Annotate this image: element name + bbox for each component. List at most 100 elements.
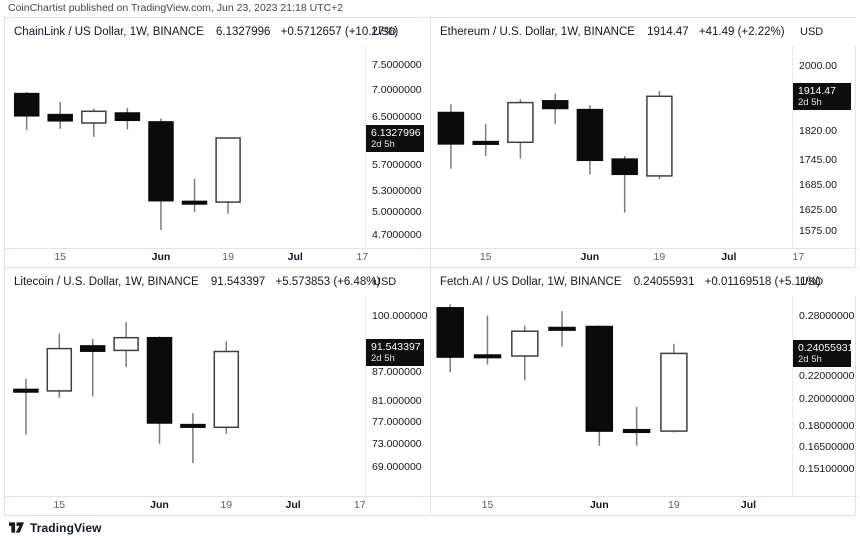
price-tick-label: 1685.00	[799, 178, 837, 191]
price-tick-label: 0.16500000	[799, 441, 855, 454]
plot-area-ethereum	[431, 46, 793, 248]
candle-body-down	[148, 121, 174, 202]
price-axis: 0.28000000 0.22000000 0.20000000 0.18000000…	[793, 296, 857, 496]
symbol-title: ChainLink / US Dollar, 1W, BINANCE	[14, 26, 204, 38]
candle-body-down	[114, 112, 141, 122]
price-tick-label: 0.18000000	[799, 419, 855, 432]
badge-price: 6.1327996	[371, 127, 421, 139]
last-price: 0.24055931	[633, 276, 695, 288]
badge-countdown: 2d 5h	[798, 97, 822, 109]
time-axis-label: 15	[481, 499, 494, 511]
symbol-title: Litecoin / U.S. Dollar, 1W, BINANCE	[14, 276, 199, 288]
time-axis-label: Jul	[285, 499, 301, 511]
time-axis-label: 19	[222, 251, 234, 263]
price-tick-label: 4.7000000	[372, 228, 422, 241]
price-tick-label: 1745.00	[799, 154, 837, 167]
price-tick-label: 87.000000	[372, 366, 422, 379]
candlestick-canvas	[437, 91, 673, 213]
price-change: +0.01169518 (+5.11%)	[704, 276, 821, 288]
candlestick-canvas	[13, 92, 241, 230]
price-tick-label: 0.20000000	[799, 393, 855, 406]
last-price: 91.543397	[210, 276, 266, 288]
currency-label: USD	[800, 26, 824, 38]
time-axis-label: 19	[653, 251, 666, 263]
candle-body-down	[473, 354, 502, 359]
candle-body-up	[46, 347, 73, 392]
candle-body-down	[13, 388, 39, 393]
currency-label: USD	[373, 26, 397, 38]
last-price: 1914.47	[647, 26, 689, 38]
candle-body-down	[146, 336, 173, 424]
price-tick-label: 73.000000	[372, 437, 422, 450]
time-axis-label: 17	[792, 251, 805, 263]
time-axis-label: Jun	[580, 251, 600, 263]
chart-panel-fetchai: Fetch.AI / US Dollar, 1W, BINANCE 0.2405…	[431, 268, 857, 515]
price-badge: 0.24055931 2d 5h	[793, 340, 853, 368]
price-tick-label: 0.15100000	[799, 463, 855, 476]
price-tick-label: 6.5000000	[372, 110, 422, 123]
footer-brand[interactable]: TradingView	[30, 520, 102, 535]
price-tick-label: 1625.00	[799, 203, 837, 216]
candle-body-down	[436, 307, 464, 358]
price-tick-label: 81.000000	[372, 395, 422, 408]
chart-header: Fetch.AI / US Dollar, 1W, BINANCE 0.2405…	[431, 268, 857, 296]
candle-body-down	[622, 428, 651, 434]
chart-panel-chainlink: ChainLink / US Dollar, 1W, BINANCE 6.132…	[5, 18, 431, 268]
candle-body-down	[576, 108, 604, 162]
candle-body-down	[585, 325, 614, 432]
time-axis-label: 17	[356, 251, 369, 263]
candle-body-down	[180, 423, 206, 428]
candle-body-up	[646, 95, 673, 177]
candle-body-down	[472, 140, 499, 145]
badge-countdown: 2d 5h	[371, 139, 395, 150]
chart-grid: ChainLink / US Dollar, 1W, BINANCE 6.132…	[4, 17, 857, 516]
time-axis-label: Jul	[287, 251, 303, 263]
candle-body-down	[611, 158, 638, 176]
currency-label: USD	[373, 276, 397, 288]
badge-countdown: 2d 5h	[798, 354, 822, 366]
candle-body-down	[47, 113, 73, 122]
price-axis: 100.000000 87.000000 81.000000 77.000000 73.…	[366, 296, 430, 496]
plot-area-litecoin	[5, 296, 366, 496]
tradingview-logo-icon[interactable]	[9, 522, 24, 533]
time-axis-label: Jun	[150, 499, 169, 511]
price-tick-label: 5.3000000	[372, 185, 422, 197]
time-axis-label: 19	[668, 499, 680, 511]
candle-body-down	[13, 92, 40, 117]
time-axis-label: Jul	[721, 251, 737, 263]
badge-price: 91.543397	[371, 340, 421, 353]
price-tick-label: 8.0000000	[372, 46, 422, 48]
candle-body-up	[511, 330, 539, 357]
plot-area-fetchai	[431, 296, 793, 496]
price-axis: 8.0000000 7.5000000 7.0000000 6.5000000 5.70…	[366, 46, 430, 248]
badge-price: 1914.47	[798, 85, 836, 98]
price-axis: 2000.00 1820.00 1745.00 1685.00 1625.00 1575.…	[793, 46, 857, 248]
candle-body-down	[181, 200, 208, 205]
chart-header: ChainLink / US Dollar, 1W, BINANCE 6.132…	[5, 18, 430, 46]
time-axis-label: Jul	[740, 499, 757, 511]
candlestick-canvas	[436, 304, 688, 446]
price-badge: 6.1327996 2d 5h	[366, 125, 424, 152]
time-axis: 15 Jun 19 Jul	[431, 496, 857, 515]
price-tick-label: 7.5000000	[372, 58, 422, 71]
price-change: +41.49 (+2.22%)	[698, 26, 785, 38]
price-badge: 1914.47 2d 5h	[793, 83, 851, 111]
price-tick-label: 5.0000000	[372, 206, 422, 219]
price-tick-label: 1575.00	[799, 225, 837, 238]
price-tick-label: 69.000000	[372, 460, 422, 473]
time-axis-label: 15	[54, 251, 67, 263]
price-change: +0.5712657 (+10.27%)	[280, 26, 399, 38]
candle-body-up	[81, 110, 107, 124]
time-axis: 15 Jun 19 Jul 17	[5, 496, 430, 515]
candle-body-up	[660, 352, 688, 432]
price-ticks: 8.0000000 7.5000000 7.0000000 6.5000000 5.70…	[366, 46, 430, 248]
time-axis-label: Jun	[151, 251, 171, 263]
chart-header: Ethereum / U.S. Dollar, 1W, BINANCE 1914…	[431, 18, 857, 46]
candle-body-up	[213, 350, 240, 429]
chart-panel-litecoin: Litecoin / U.S. Dollar, 1W, BINANCE 91.5…	[5, 268, 431, 515]
footer: TradingView	[0, 516, 860, 536]
time-axis-label: 19	[220, 499, 233, 511]
publish-info[interactable]: CoinChartist published on TradingView.co…	[8, 2, 344, 14]
candle-body-down	[79, 345, 106, 352]
chart-header: Litecoin / U.S. Dollar, 1W, BINANCE 91.5…	[5, 268, 430, 296]
